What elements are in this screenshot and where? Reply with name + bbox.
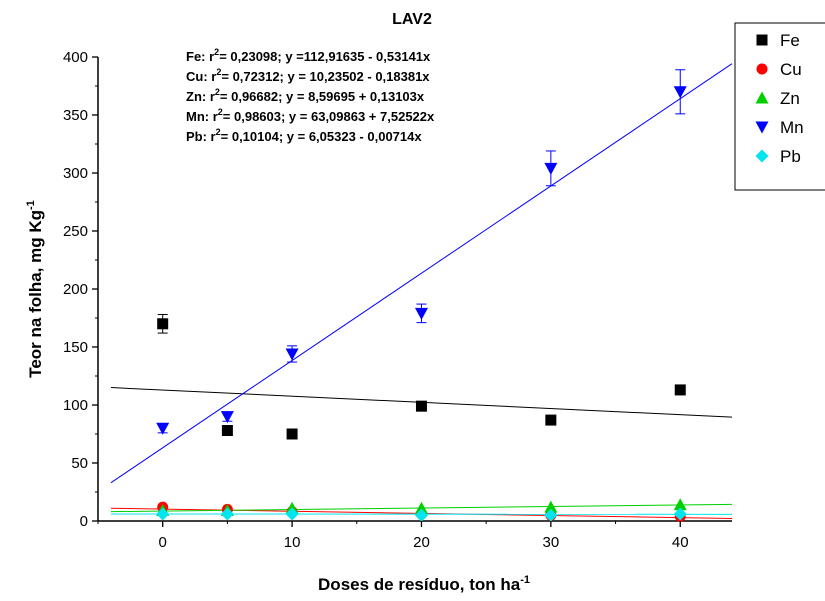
point-fe bbox=[545, 414, 557, 426]
chart-title: LAV2 bbox=[392, 11, 432, 28]
x-tick-label: 10 bbox=[284, 534, 301, 551]
equation-prefix: Mn: r bbox=[186, 109, 218, 124]
point-fe bbox=[221, 425, 233, 437]
fit-line-mn bbox=[110, 63, 733, 484]
equation-sup: 2 bbox=[216, 127, 221, 137]
x-axis-label-text: Doses de resíduo, ton ha bbox=[318, 575, 521, 594]
point-mn bbox=[220, 411, 234, 424]
y-tick-label: 400 bbox=[63, 49, 88, 66]
point-pb bbox=[220, 507, 234, 521]
equation-text: = 0,72312; y = 10,23502 - 0,18381x bbox=[221, 69, 430, 84]
point-pb bbox=[285, 507, 299, 521]
equation-prefix: Fe: r bbox=[186, 49, 214, 64]
legend-label-mn: Mn bbox=[780, 118, 804, 137]
y-axis-label-sup: -1 bbox=[25, 200, 37, 210]
legend-marker-cu bbox=[756, 63, 768, 75]
legend-marker-pb bbox=[755, 149, 769, 163]
equation-fe: Fe: r2= 0,23098; y =112,91635 - 0,53141x bbox=[186, 47, 431, 64]
legend-marker-mn bbox=[755, 121, 769, 134]
equation-text: = 0,23098; y =112,91635 - 0,53141x bbox=[219, 49, 431, 64]
y-axis-label-text: Teor na folha, mg Kg bbox=[26, 210, 45, 378]
point-fe bbox=[415, 400, 427, 412]
point-mn bbox=[673, 86, 687, 99]
point-zn bbox=[414, 501, 428, 514]
equation-prefix: Zn: r bbox=[186, 89, 215, 104]
equation-prefix: Pb: r bbox=[186, 129, 216, 144]
x-tick-label: 0 bbox=[159, 534, 167, 551]
point-pb bbox=[673, 507, 687, 521]
point-mn bbox=[414, 307, 428, 320]
y-tick-label: 100 bbox=[63, 397, 88, 414]
x-axis-ticks: 0 10 20 30 40 bbox=[97, 521, 689, 551]
x-tick-label: 20 bbox=[413, 534, 430, 551]
data-markers bbox=[156, 86, 687, 522]
y-tick-label: 350 bbox=[63, 107, 88, 124]
y-tick-label: 150 bbox=[63, 339, 88, 356]
x-axis-label: Doses de resíduo, ton ha-1 bbox=[318, 574, 530, 594]
equation-sup: 2 bbox=[218, 107, 223, 117]
point-zn bbox=[673, 498, 687, 511]
point-pb bbox=[544, 508, 558, 522]
y-tick-label: 0 bbox=[80, 513, 88, 530]
legend-box bbox=[734, 22, 825, 191]
y-tick-label: 300 bbox=[63, 165, 88, 182]
equation-text: = 0,96682; y = 8,59695 + 0,13103x bbox=[220, 89, 425, 104]
equation-sup: 2 bbox=[214, 47, 219, 57]
equation-mn: Mn: r2= 0,98603; y = 63,09863 + 7,52522x bbox=[186, 107, 435, 124]
equation-text: = 0,98603; y = 63,09863 + 7,52522x bbox=[223, 109, 435, 124]
legend-marker-fe bbox=[756, 34, 768, 46]
x-tick-label: 30 bbox=[543, 534, 560, 551]
equation-prefix: Cu: r bbox=[186, 69, 216, 84]
regression-equations: Fe: r2= 0,23098; y =112,91635 - 0,53141x… bbox=[186, 47, 435, 144]
point-pb bbox=[414, 508, 428, 522]
error-bars bbox=[157, 69, 686, 434]
equation-text: = 0,10104; y = 6,05323 - 0,00714x bbox=[221, 129, 423, 144]
y-tick-label: 200 bbox=[63, 281, 88, 298]
point-mn bbox=[156, 422, 170, 435]
equation-pb: Pb: r2= 0,10104; y = 6,05323 - 0,00714x bbox=[186, 127, 422, 144]
legend-label-cu: Cu bbox=[780, 60, 802, 79]
legend-marker-zn bbox=[755, 91, 769, 104]
point-mn bbox=[285, 348, 299, 361]
x-axis-label-sup: -1 bbox=[520, 574, 530, 586]
legend: Fe Cu Zn Mn Pb bbox=[734, 22, 825, 191]
point-mn bbox=[544, 162, 558, 175]
point-fe bbox=[286, 428, 298, 440]
legend-label-pb: Pb bbox=[780, 147, 801, 166]
equation-cu: Cu: r2= 0,72312; y = 10,23502 - 0,18381x bbox=[186, 67, 430, 84]
equation-sup: 2 bbox=[215, 87, 220, 97]
legend-label-fe: Fe bbox=[780, 31, 800, 50]
y-axis-ticks: 0 50 100 150 200 250 300 350 400 bbox=[63, 49, 98, 530]
point-fe bbox=[157, 318, 169, 330]
x-tick-label: 40 bbox=[672, 534, 689, 551]
equation-zn: Zn: r2= 0,96682; y = 8,59695 + 0,13103x bbox=[186, 87, 425, 104]
point-zn bbox=[544, 500, 558, 513]
legend-label-zn: Zn bbox=[780, 89, 800, 108]
plot-area bbox=[97, 57, 733, 522]
equation-sup: 2 bbox=[216, 67, 221, 77]
y-axis-label: Teor na folha, mg Kg-1 bbox=[25, 200, 45, 378]
y-tick-label: 50 bbox=[71, 455, 88, 472]
y-tick-label: 250 bbox=[63, 223, 88, 240]
point-fe bbox=[674, 384, 686, 396]
point-pb bbox=[156, 507, 170, 521]
